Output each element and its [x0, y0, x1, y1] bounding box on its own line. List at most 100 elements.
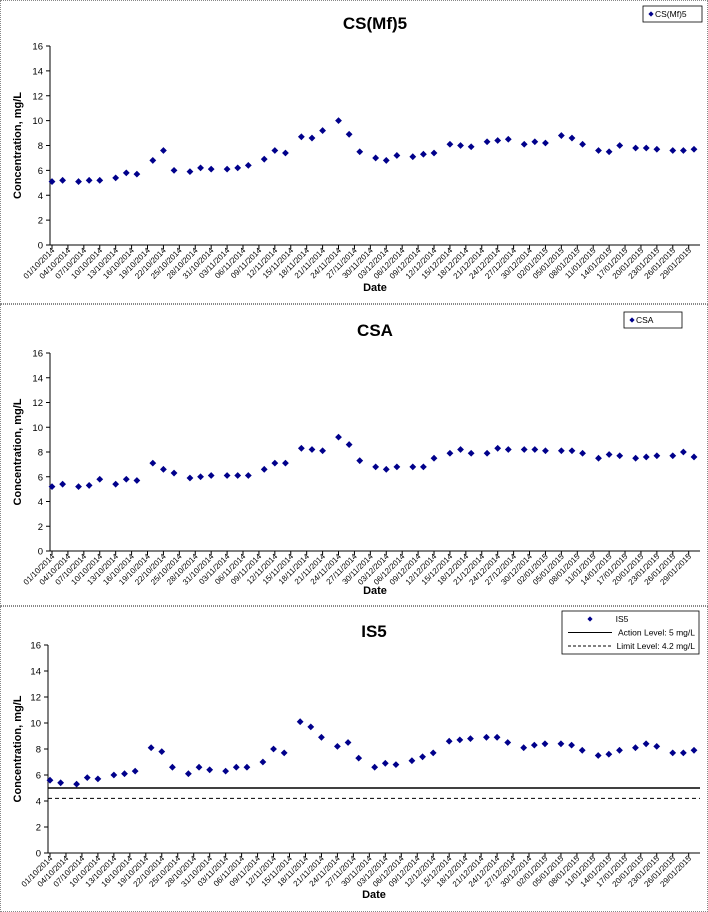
data-point [430, 149, 438, 157]
data-point [557, 447, 565, 455]
data-point [467, 143, 475, 151]
legend-marker [648, 11, 654, 17]
data-point [446, 140, 454, 148]
y-tick-label: 12 [32, 91, 43, 102]
data-point [493, 733, 501, 741]
legend: IS5 Action Level: 5 mg/L Limit Level: 4.2 … [561, 610, 700, 655]
data-point [679, 749, 687, 757]
data-point [393, 152, 401, 159]
data-point [197, 164, 204, 172]
chart-title: IS5 [361, 622, 387, 641]
legend: CSA [623, 311, 683, 329]
y-tick-label: 14 [32, 373, 43, 384]
legend-label: Action Level: 5 mg/L [618, 628, 695, 638]
data-point [669, 452, 677, 460]
data-point [147, 744, 155, 752]
data-point [244, 162, 252, 169]
data-point [222, 767, 230, 775]
data-point [112, 174, 120, 182]
data-point [595, 454, 602, 462]
data-point [170, 166, 178, 174]
y-tick-label: 16 [32, 349, 43, 360]
data-point [420, 150, 427, 158]
y-tick-label: 6 [36, 771, 41, 782]
data-point [579, 449, 586, 457]
chart-title: CS(Mf)5 [343, 14, 407, 33]
data-point [133, 477, 141, 484]
y-tick-label: 4 [38, 191, 43, 202]
y-tick-label: 10 [32, 423, 43, 434]
data-point [96, 475, 104, 483]
y-tick-label: 14 [30, 667, 41, 678]
y-axis-label: Concentration, mg/L [12, 398, 24, 505]
data-point [186, 168, 194, 176]
data-point [96, 176, 104, 184]
data-point [632, 144, 640, 152]
chart-title: CSA [357, 321, 393, 340]
data-point [121, 770, 128, 778]
data-point [280, 749, 288, 757]
y-tick-label: 6 [38, 472, 43, 483]
x-axis-label: Date [362, 889, 386, 901]
data-point [186, 474, 194, 482]
y-tick-label: 10 [32, 116, 43, 127]
data-point [207, 165, 215, 173]
data-point [223, 165, 231, 173]
data-point [381, 759, 389, 767]
legend-marker [587, 616, 593, 622]
legend-label: IS5 [616, 614, 629, 624]
data-point [75, 483, 82, 491]
y-tick-label: 16 [30, 641, 41, 652]
y-tick-label: 8 [38, 448, 43, 459]
data-point [160, 147, 167, 154]
data-point [356, 457, 364, 465]
data-point [530, 741, 538, 749]
data-point [271, 459, 279, 467]
data-point [632, 454, 640, 462]
data-point [409, 463, 417, 471]
data-point [616, 746, 623, 754]
data-point [409, 153, 417, 161]
data-point [59, 176, 67, 184]
data-point [110, 771, 118, 779]
data-point [335, 117, 342, 125]
data-point [568, 134, 576, 142]
x-axis-label: Date [363, 282, 387, 294]
data-point [579, 140, 586, 148]
data-point [371, 763, 379, 771]
data-point [382, 465, 390, 473]
legend-label: Limit Level: 4.2 mg/L [617, 641, 696, 651]
legend-marker [629, 317, 635, 323]
data-point [483, 138, 491, 146]
y-tick-label: 2 [38, 522, 43, 533]
data-point [457, 446, 464, 453]
data-point [75, 178, 82, 185]
data-point [568, 741, 575, 749]
data-point [445, 737, 453, 745]
data-point [594, 752, 602, 759]
data-point [429, 749, 437, 757]
data-point [653, 145, 661, 153]
data-point [259, 758, 267, 766]
data-point [372, 154, 380, 162]
data-point [270, 745, 277, 753]
data-point [642, 453, 650, 461]
data-point [57, 779, 65, 787]
y-tick-label: 0 [38, 547, 43, 558]
data-point [605, 148, 613, 156]
data-point [669, 749, 677, 757]
data-point [133, 170, 141, 178]
data-point [494, 137, 502, 144]
data-point [73, 780, 81, 788]
data-point [260, 465, 268, 473]
data-point [653, 452, 661, 460]
data-point [595, 147, 602, 154]
data-point [557, 740, 565, 748]
data-point [307, 723, 315, 731]
data-point [282, 459, 289, 467]
data-point [149, 459, 157, 467]
data-point [344, 739, 352, 746]
data-point [223, 472, 231, 479]
